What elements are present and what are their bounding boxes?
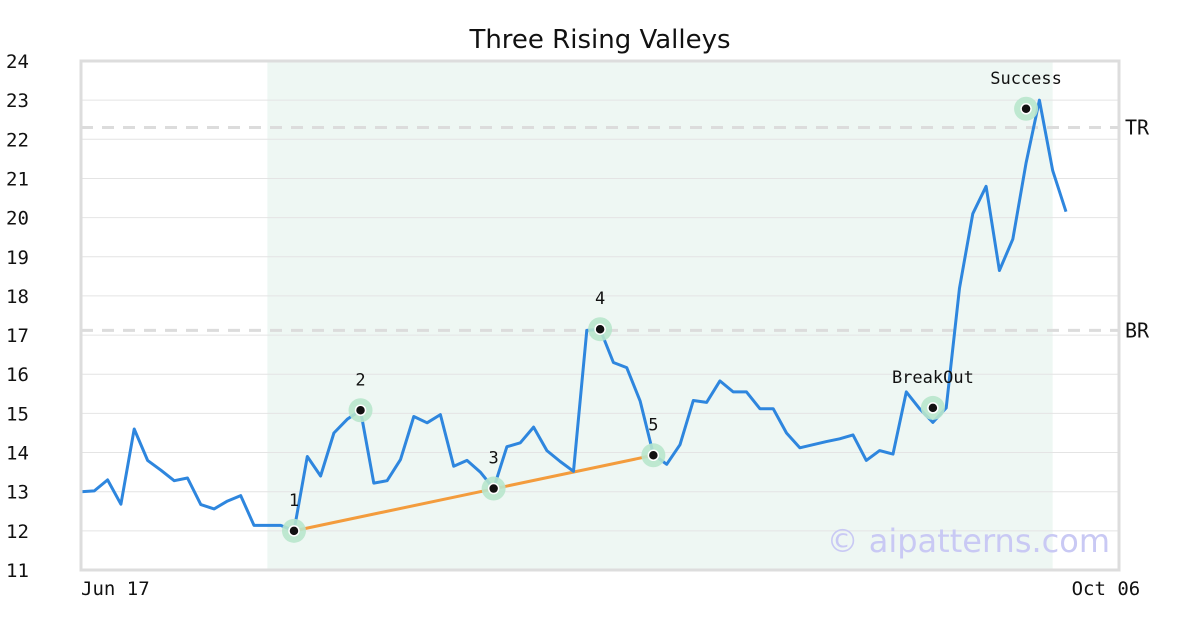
point-label: 1 <box>289 491 299 511</box>
y-tick-label: 15 <box>6 403 29 425</box>
point-label: 5 <box>648 415 658 435</box>
point-label: 3 <box>489 449 499 469</box>
y-tick-label: 23 <box>6 90 29 112</box>
y-tick-label: 14 <box>6 443 29 465</box>
x-tick-label: Jun 17 <box>81 578 150 600</box>
reference-line-label: TR <box>1125 116 1150 140</box>
point-label: BreakOut <box>892 368 974 388</box>
y-tick-label: 22 <box>6 129 29 151</box>
point-label: Success <box>990 69 1062 89</box>
x-axis-ticks: Jun 17 Oct 06 <box>81 578 1140 600</box>
horizontal-reference-lines: TR BR <box>81 116 1150 342</box>
reference-line-label: BR <box>1125 318 1150 342</box>
trendline <box>293 453 654 533</box>
pattern-points: 1 2 3 4 5 BreakOut Success <box>281 69 1062 543</box>
y-axis-ticks: 11 12 13 14 15 16 17 18 19 20 21 22 23 24 <box>6 51 29 582</box>
y-tick-label: 19 <box>6 247 29 269</box>
point-marker <box>288 525 300 537</box>
highlight-region <box>267 61 1053 570</box>
y-tick-label: 12 <box>6 521 29 543</box>
point-marker <box>594 323 606 335</box>
point-label: 2 <box>355 370 365 390</box>
point-marker <box>647 449 660 462</box>
chart-title: Three Rising Valleys <box>468 25 730 55</box>
plot-frame <box>79 59 1121 572</box>
y-tick-label: 13 <box>6 482 29 504</box>
point-label: 4 <box>595 289 605 309</box>
x-tick-label: Oct 06 <box>1072 578 1141 600</box>
y-tick-label: 18 <box>6 286 29 308</box>
price-line <box>80 98 1068 533</box>
y-tick-label: 20 <box>6 208 29 230</box>
point-marker <box>354 404 367 417</box>
y-tick-label: 16 <box>6 364 29 386</box>
y-tick-label: 24 <box>6 51 29 73</box>
watermark: © aipatterns.com <box>827 522 1110 560</box>
y-tick-label: 21 <box>6 168 29 190</box>
point-marker <box>487 482 500 495</box>
y-tick-label: 11 <box>6 560 29 582</box>
point-marker <box>927 402 939 414</box>
y-tick-label: 17 <box>6 325 29 347</box>
point-marker <box>1020 103 1032 115</box>
